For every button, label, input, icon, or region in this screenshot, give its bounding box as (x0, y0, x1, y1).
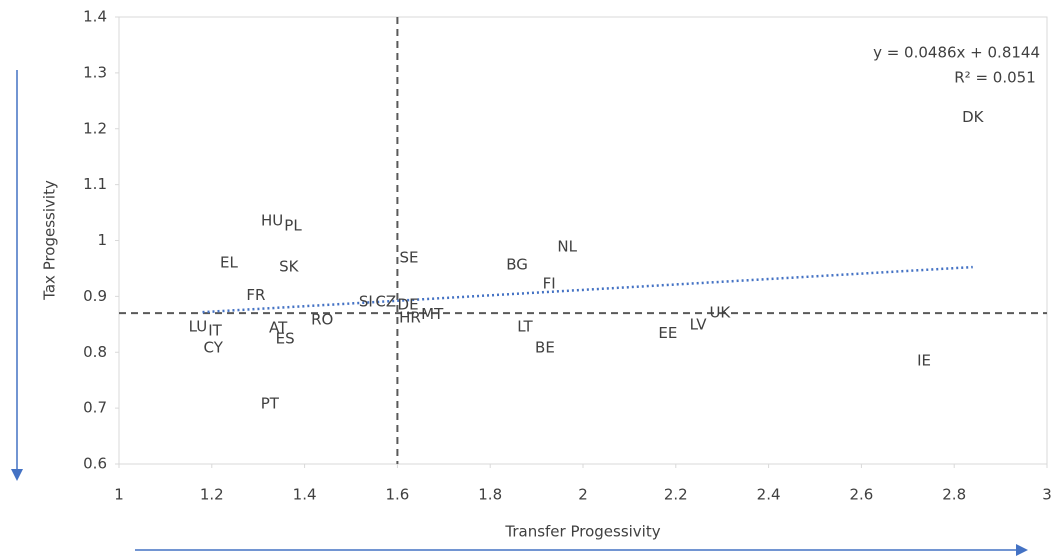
point-label: FI (543, 275, 556, 293)
point-label: SE (400, 248, 419, 266)
point-label: HU (261, 211, 283, 229)
point-label: PT (261, 395, 280, 413)
point-label: EE (658, 324, 677, 342)
y-tick-label: 0.7 (83, 399, 107, 417)
trend-equation: y = 0.0486x + 0.8144 (873, 44, 1040, 62)
x-tick-label: 2.6 (849, 486, 873, 504)
y-axis-title: Tax Progessivity (41, 180, 59, 301)
point-label: HR (399, 309, 421, 327)
y-tick-label: 1.4 (83, 8, 107, 26)
point-label: CZ (375, 292, 396, 310)
point-label: LT (517, 318, 533, 336)
point-label: BG (506, 256, 528, 274)
r-squared: R² = 0.051 (954, 69, 1035, 87)
point-label: ES (276, 329, 295, 347)
point-label: SK (279, 257, 300, 275)
plot-border (118, 16, 1048, 465)
point-label: MT (421, 305, 444, 323)
point-label: IT (208, 322, 222, 340)
point-label: LU (189, 318, 208, 336)
point-label: PL (284, 216, 302, 234)
point-label: EL (220, 253, 238, 271)
y-tick-label: 1.3 (83, 63, 107, 81)
x-tick-label: 1.4 (293, 486, 317, 504)
x-tick-label: 3 (1042, 486, 1052, 504)
x-tick-label: 2.4 (757, 486, 781, 504)
point-label: LV (690, 315, 708, 333)
x-axis-title: Transfer Progessivity (504, 523, 660, 541)
y-tick-label: 0.6 (83, 455, 107, 473)
point-label: AT (269, 319, 288, 337)
x-tick-label: 1.2 (200, 486, 224, 504)
point-label: SI (359, 292, 373, 310)
point-label: BE (535, 338, 555, 356)
point-label: DE (398, 295, 419, 313)
point-label: RO (311, 310, 333, 328)
point-label: DK (962, 108, 985, 126)
y-tick-label: 0.9 (83, 287, 107, 305)
y-tick-label: 1.2 (83, 119, 107, 137)
x-tick-label: 2.8 (942, 486, 966, 504)
x-tick-label: 1.6 (385, 486, 409, 504)
y-tick-label: 1.1 (83, 175, 107, 193)
x-tick-label: 1.8 (478, 486, 502, 504)
point-label: IE (917, 352, 931, 370)
x-tick-label: 2.2 (664, 486, 688, 504)
point-label: UK (709, 304, 731, 322)
y-tick-label: 0.8 (83, 343, 107, 361)
y-tick-label: 1 (97, 231, 107, 249)
trendline (202, 265, 973, 314)
point-label: NL (557, 238, 577, 256)
point-label: FR (246, 286, 265, 304)
x-tick-label: 1 (114, 486, 124, 504)
point-label: CY (204, 338, 224, 356)
x-tick-label: 2 (578, 486, 588, 504)
